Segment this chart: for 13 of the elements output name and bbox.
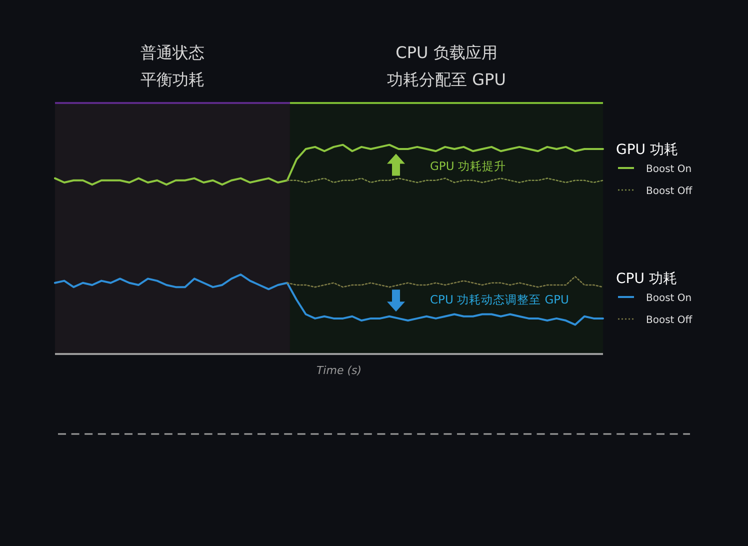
text: 功耗分配至 GPU [387, 70, 506, 89]
annotation: CPU 功耗动态调整至 GPU [430, 292, 569, 307]
legend-label: Boost On [646, 164, 692, 175]
text: GPU 功耗 [616, 142, 678, 158]
legend-label: Boost On [646, 293, 692, 304]
text: CPU 负载应用 [396, 43, 498, 62]
legend-label: Boost Off [646, 315, 694, 326]
text: CPU 功耗 [616, 271, 677, 287]
text: 普通状态 [140, 43, 204, 62]
text: 平衡功耗 [140, 70, 204, 89]
annotation: GPU 功耗提升 [430, 158, 506, 173]
x-axis-title: Time (s) [316, 364, 362, 377]
legend-label: Boost Off [646, 186, 694, 197]
